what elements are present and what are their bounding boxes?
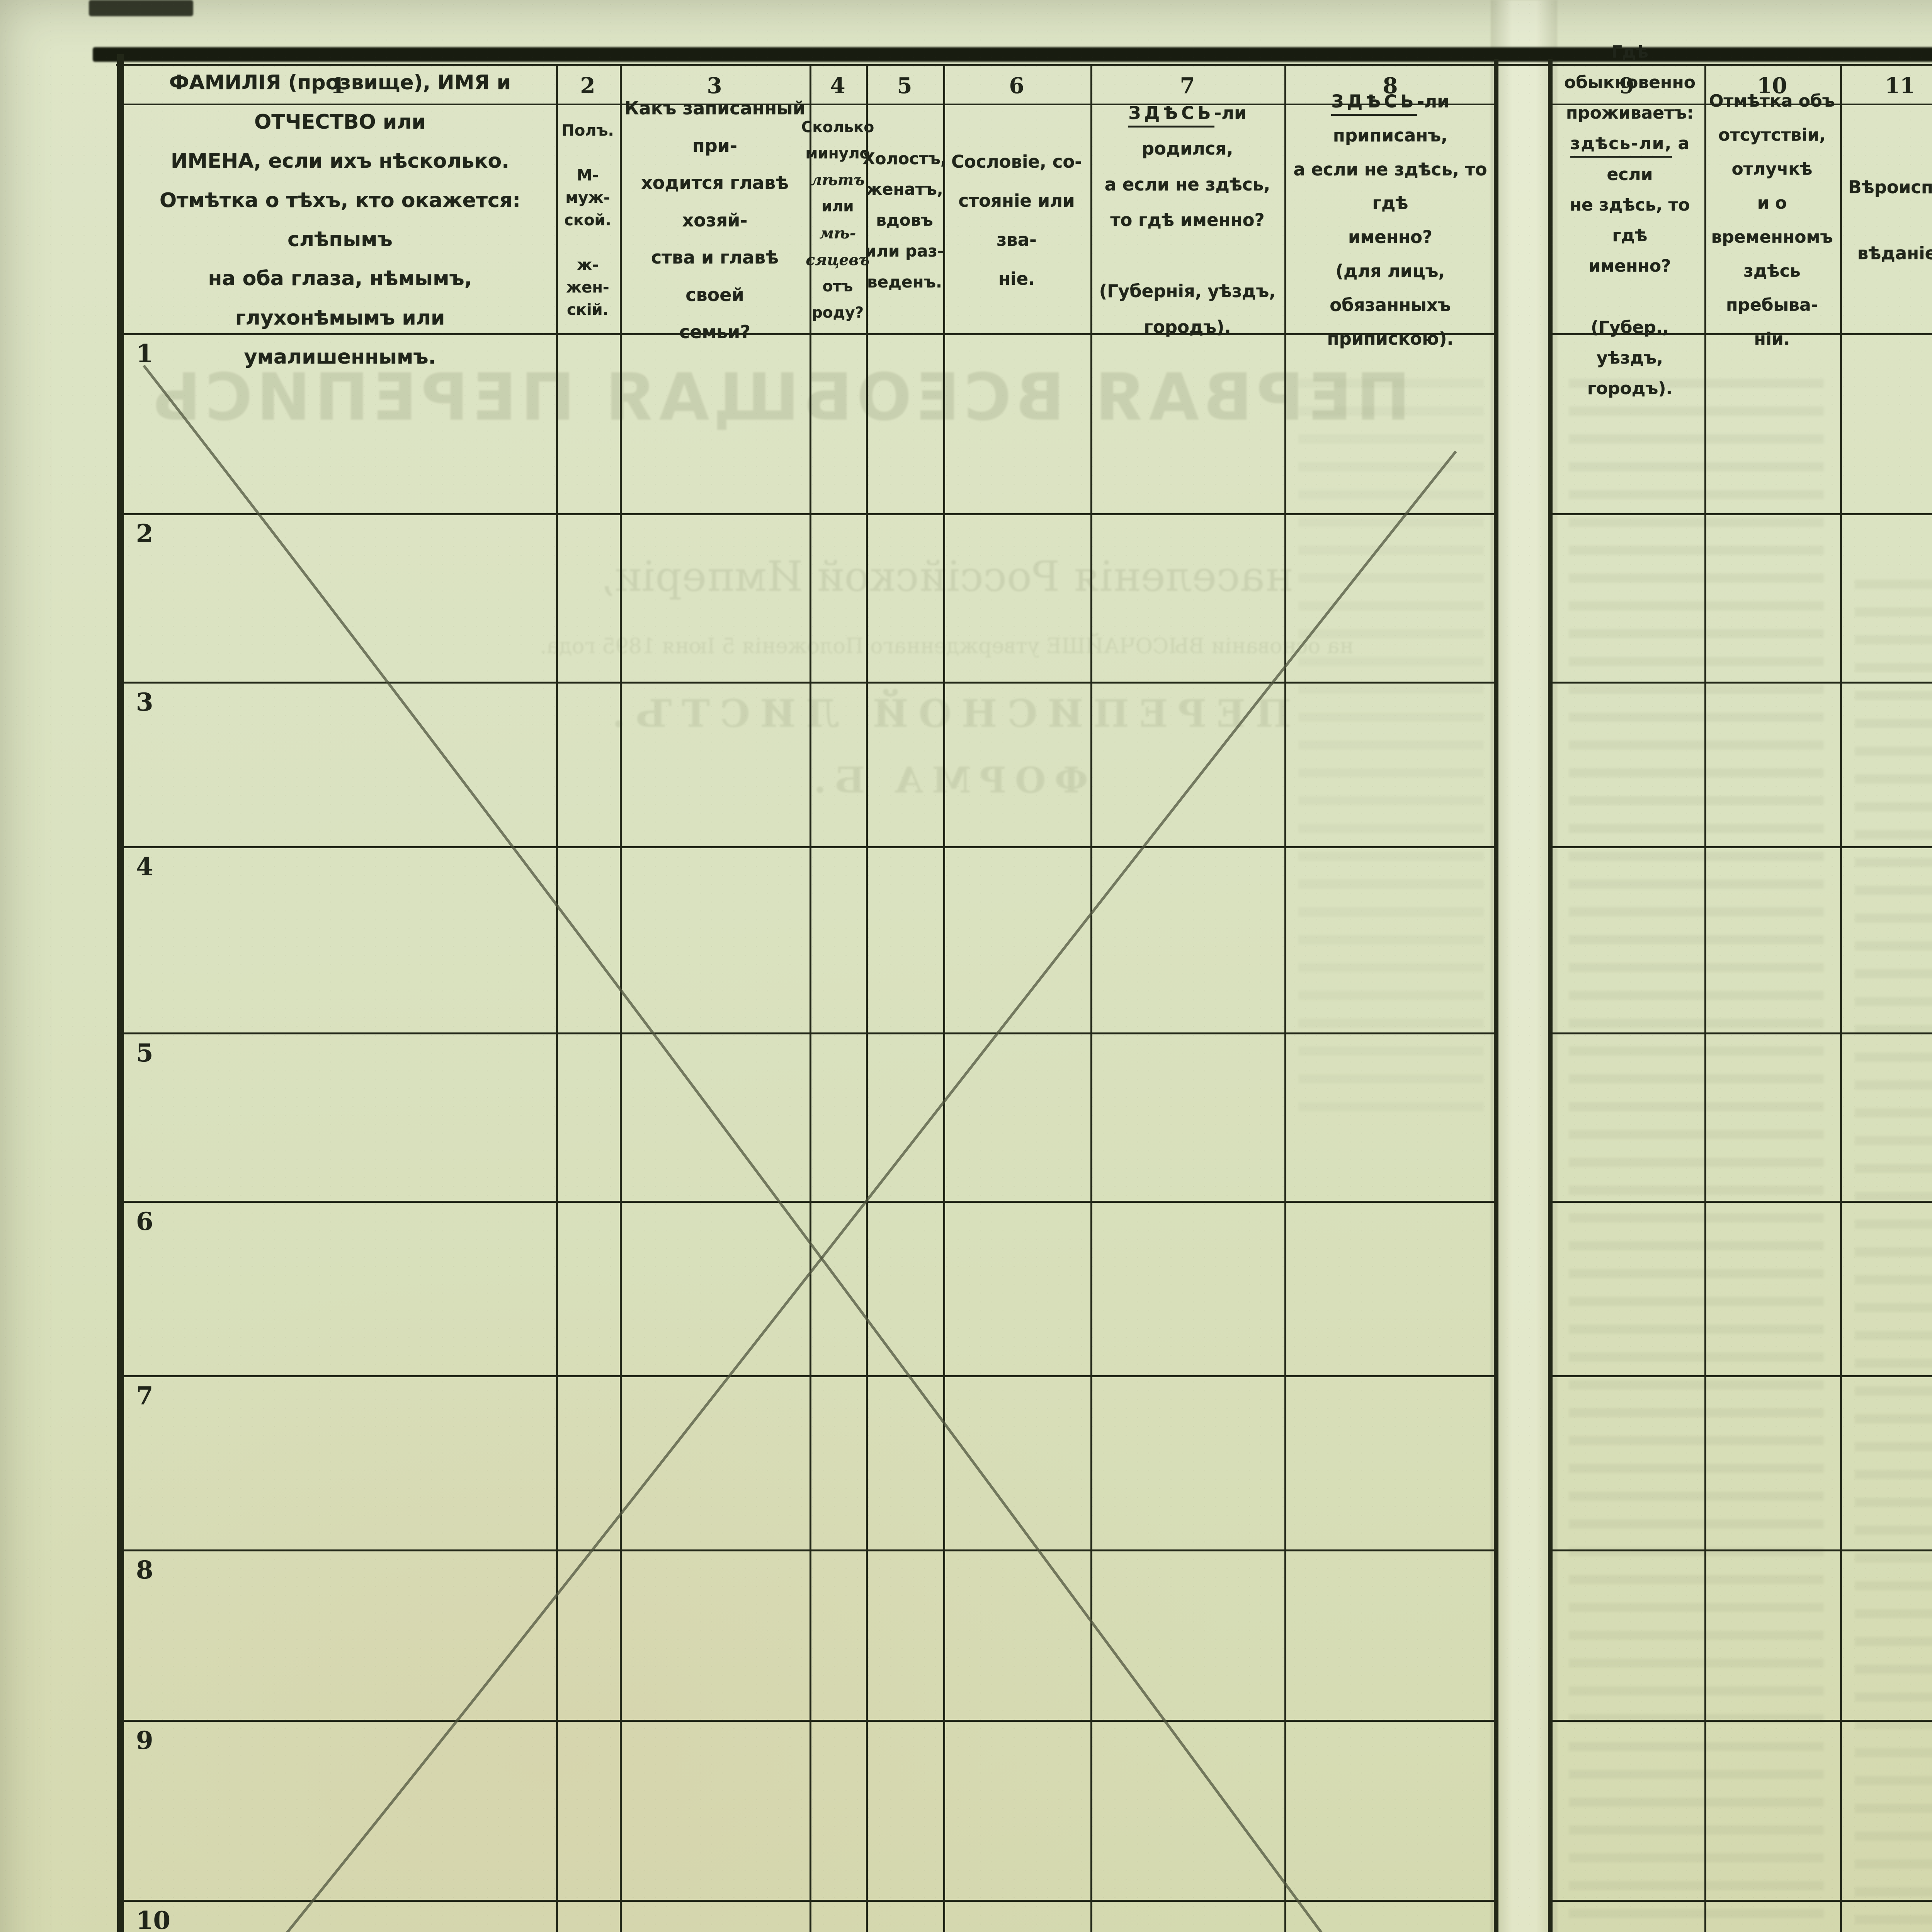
table-top-border <box>93 47 1932 62</box>
row-number: 1 <box>136 339 153 368</box>
sheet-fold-crease <box>1491 0 1557 1932</box>
row-number: 4 <box>136 852 153 881</box>
row-number: 6 <box>136 1207 153 1236</box>
row-rule <box>1553 1375 1932 1377</box>
row-number: 8 <box>136 1556 153 1585</box>
column-number: 11 <box>1885 73 1915 99</box>
row-number: 5 <box>136 1039 153 1068</box>
paper-edge-shadow <box>89 0 193 16</box>
row-rule <box>1553 1549 1932 1551</box>
row-rule <box>1553 1201 1932 1203</box>
column-number: 3 <box>707 73 722 99</box>
bleedthrough-paragraphs <box>1855 580 1932 1932</box>
table-left-border <box>117 54 124 1932</box>
row-number: 10 <box>136 1906 171 1932</box>
column-rule <box>620 65 622 1932</box>
column-number: 10 <box>1757 73 1787 99</box>
bleedthrough-paragraphs <box>1569 379 1824 1932</box>
column-number: 7 <box>1180 73 1195 99</box>
column-rule <box>866 65 868 1932</box>
column-rule <box>1704 65 1706 1932</box>
column-number: 4 <box>830 73 845 99</box>
column-rule <box>1284 65 1286 1932</box>
column-number-rule <box>1553 104 1932 105</box>
right-half-left-border <box>1548 59 1553 1932</box>
table-top-rule <box>116 64 1932 66</box>
row-rule <box>1553 513 1932 515</box>
pencil-cross-stroke <box>143 364 1323 1932</box>
row-number: 7 <box>136 1381 153 1410</box>
column-rule <box>810 65 811 1932</box>
column-header-7: ЗДѢСЬ-ли родился, а если не здѣсь, то гд… <box>1099 103 1276 337</box>
column-header-4: Сколько минуло лѣтъ или мѣ- сяцевъ отъ р… <box>801 118 874 322</box>
column-number: 2 <box>580 73 595 99</box>
column-header-6: Сословіе, со- стояніе или зва- ніе. <box>951 151 1082 289</box>
row-number: 2 <box>136 519 153 548</box>
column-header-8: ЗДѢСЬ-ли приписанъ, а если не здѣсь, то … <box>1293 91 1487 349</box>
row-rule <box>1553 1720 1932 1722</box>
column-number: 5 <box>897 73 912 99</box>
column-rule <box>1090 65 1092 1932</box>
row-number: 9 <box>136 1726 153 1755</box>
row-rule <box>1553 1900 1932 1902</box>
column-rule <box>556 65 558 1932</box>
row-rule <box>1553 1032 1932 1034</box>
column-header-5: Холостъ, женатъ, вдовъ или раз- веденъ. <box>862 149 947 291</box>
pencil-cross-stroke <box>286 450 1457 1932</box>
row-rule <box>1553 333 1932 335</box>
column-rule <box>1840 65 1842 1932</box>
column-header-9: Гдѣ обыкновенно проживаетъ: здѣсь-ли, а … <box>1564 42 1696 398</box>
bleedthrough-paragraphs <box>1298 379 1484 1113</box>
row-number: 3 <box>136 688 153 717</box>
column-number: 6 <box>1009 73 1024 99</box>
column-number: 8 <box>1383 73 1398 99</box>
row-rule <box>1553 846 1932 848</box>
column-number: 9 <box>1619 73 1634 99</box>
row-rule <box>1553 682 1932 684</box>
left-half-right-border <box>1494 59 1498 1932</box>
column-header-11: Вѣроиспо- вѣданіе. <box>1848 177 1932 264</box>
column-rule <box>943 65 945 1932</box>
column-header-2: Полъ. М-муж- ской. ж-жен- скій. <box>561 122 614 319</box>
column-number: 1 <box>330 73 346 99</box>
